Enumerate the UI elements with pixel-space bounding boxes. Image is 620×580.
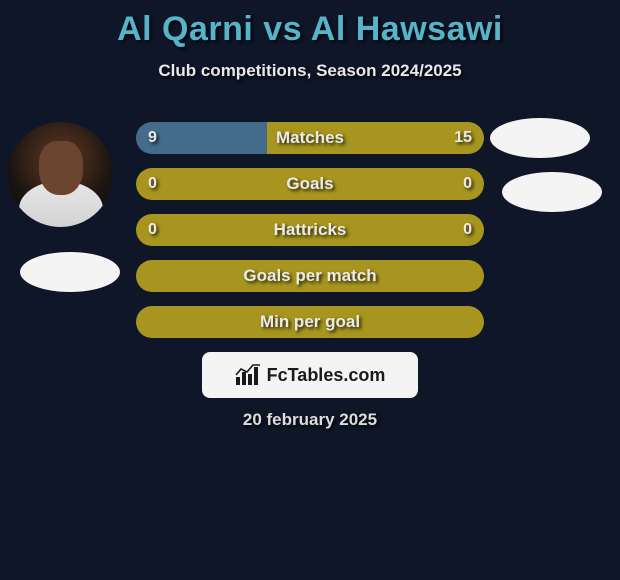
stat-segment-right xyxy=(136,168,484,200)
stat-row: Matches915 xyxy=(136,122,484,154)
stat-segment-right xyxy=(136,260,484,292)
stat-row: Goals per match xyxy=(136,260,484,292)
stat-row: Hattricks00 xyxy=(136,214,484,246)
stat-bars: Matches915 Goals00 Hattricks00 Goals per ma… xyxy=(136,122,484,352)
stat-segment-right xyxy=(267,122,485,154)
stat-segment-right xyxy=(136,214,484,246)
player-avatar-left xyxy=(8,122,113,227)
player-flag-right-2 xyxy=(502,172,602,212)
stat-row: Goals00 xyxy=(136,168,484,200)
page-title: Al Qarni vs Al Hawsawi xyxy=(0,10,620,49)
stat-segment-left xyxy=(136,122,267,154)
player-flag-right-1 xyxy=(490,118,590,158)
stat-segment-right xyxy=(136,306,484,338)
chart-icon xyxy=(235,364,261,386)
player-flag-left xyxy=(20,252,120,292)
date-label: 20 february 2025 xyxy=(0,410,620,430)
subtitle: Club competitions, Season 2024/2025 xyxy=(0,61,620,81)
brand-text: FcTables.com xyxy=(267,365,386,386)
stat-row: Min per goal xyxy=(136,306,484,338)
brand-badge: FcTables.com xyxy=(202,352,418,398)
comparison-card: Al Qarni vs Al Hawsawi Club competitions… xyxy=(0,0,620,580)
